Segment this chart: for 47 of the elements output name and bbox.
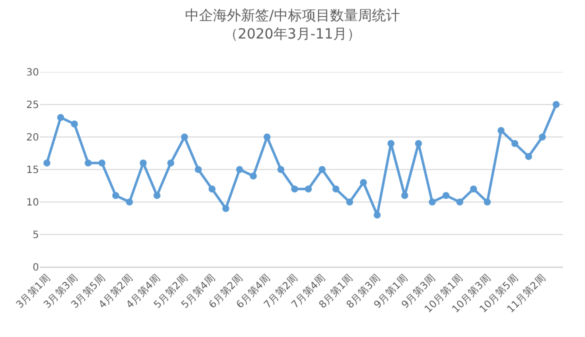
y-tick-label: 0 bbox=[32, 262, 39, 274]
y-tick-label: 10 bbox=[26, 198, 39, 208]
point bbox=[304, 186, 312, 192]
point bbox=[250, 172, 257, 180]
point bbox=[167, 160, 174, 166]
point bbox=[346, 198, 354, 206]
point bbox=[538, 134, 546, 140]
point bbox=[498, 127, 505, 134]
point bbox=[140, 160, 147, 166]
point bbox=[126, 198, 133, 206]
y-tick-label: 25 bbox=[26, 100, 39, 111]
point bbox=[112, 192, 120, 199]
point bbox=[181, 134, 188, 140]
point bbox=[277, 166, 284, 173]
point bbox=[456, 198, 464, 206]
point bbox=[318, 166, 326, 173]
point bbox=[552, 101, 560, 108]
point bbox=[291, 186, 298, 192]
point bbox=[428, 198, 436, 206]
point bbox=[43, 160, 50, 166]
point bbox=[57, 114, 64, 121]
point bbox=[374, 212, 381, 218]
y-tick-label: 15 bbox=[26, 165, 39, 176]
point bbox=[387, 140, 394, 147]
point bbox=[442, 192, 450, 199]
point bbox=[484, 198, 491, 206]
point bbox=[194, 166, 202, 173]
chart-subtitle: （2020年3月-11月） bbox=[224, 26, 362, 42]
point bbox=[414, 140, 422, 147]
point bbox=[222, 205, 230, 212]
point bbox=[470, 186, 478, 192]
point bbox=[208, 186, 216, 192]
y-tick-label: 30 bbox=[26, 68, 39, 78]
point bbox=[401, 192, 408, 199]
point bbox=[236, 166, 244, 173]
point bbox=[98, 160, 106, 166]
point bbox=[360, 179, 367, 186]
point bbox=[264, 134, 271, 140]
point bbox=[153, 192, 160, 199]
point bbox=[332, 186, 340, 192]
chart-title: 中企海外新签/中标项目数量周统计 bbox=[185, 8, 400, 24]
point bbox=[525, 153, 532, 160]
point bbox=[511, 140, 518, 147]
y-tick-label: 5 bbox=[32, 230, 39, 241]
point bbox=[84, 160, 92, 166]
point bbox=[70, 120, 78, 128]
y-tick-label: 20 bbox=[26, 132, 39, 144]
